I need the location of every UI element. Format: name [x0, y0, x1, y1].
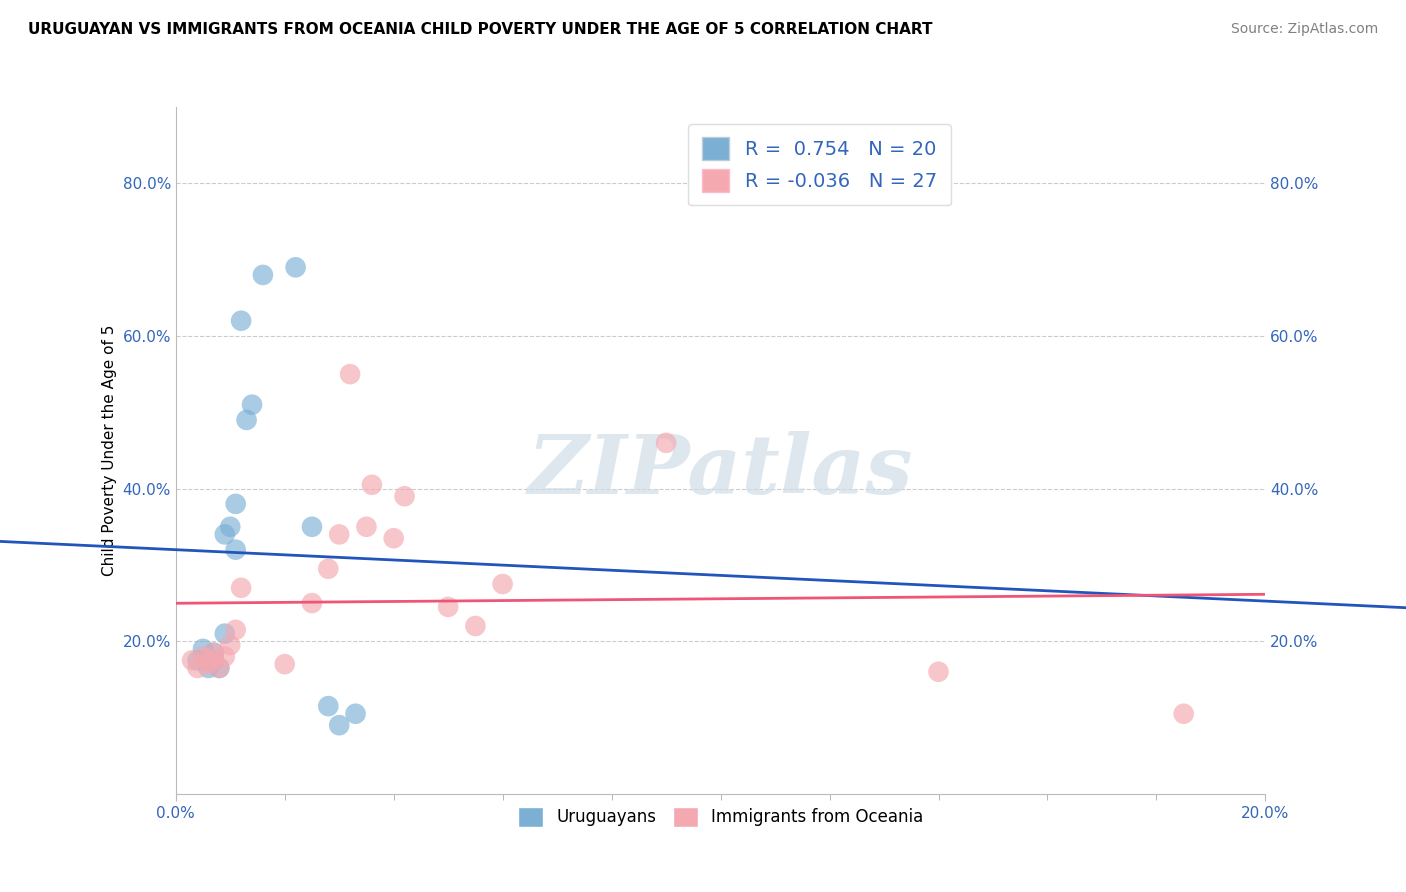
Y-axis label: Child Poverty Under the Age of 5: Child Poverty Under the Age of 5 [101, 325, 117, 576]
Text: Source: ZipAtlas.com: Source: ZipAtlas.com [1230, 22, 1378, 37]
Point [339, 367, 361, 381]
Point [202, 646, 225, 660]
Point [186, 661, 209, 675]
Point [301, 596, 323, 610]
Legend: Uruguayans, Immigrants from Oceania: Uruguayans, Immigrants from Oceania [512, 800, 929, 834]
Point [208, 661, 231, 675]
Point [197, 661, 219, 675]
Point [464, 619, 486, 633]
Point [219, 638, 242, 652]
Text: URUGUAYAN VS IMMIGRANTS FROM OCEANIA CHILD POVERTY UNDER THE AGE OF 5 CORRELATIO: URUGUAYAN VS IMMIGRANTS FROM OCEANIA CHI… [28, 22, 932, 37]
Point [208, 661, 231, 675]
Point [225, 497, 247, 511]
Point [214, 527, 236, 541]
Point [235, 413, 257, 427]
Point [318, 699, 340, 714]
Point [360, 477, 382, 491]
Point [191, 641, 214, 656]
Point [284, 260, 307, 275]
Point [1173, 706, 1195, 721]
Point [191, 649, 214, 664]
Point [328, 718, 350, 732]
Point [197, 657, 219, 672]
Point [181, 653, 204, 667]
Point [225, 623, 247, 637]
Point [318, 562, 340, 576]
Point [186, 653, 209, 667]
Point [202, 653, 225, 667]
Point [219, 520, 242, 534]
Point [202, 653, 225, 667]
Point [225, 542, 247, 557]
Point [382, 531, 405, 545]
Point [437, 599, 460, 614]
Point [655, 435, 678, 450]
Point [274, 657, 297, 672]
Point [356, 520, 378, 534]
Point [214, 649, 236, 664]
Point [202, 646, 225, 660]
Point [928, 665, 950, 679]
Text: ZIPatlas: ZIPatlas [527, 431, 914, 511]
Point [231, 581, 253, 595]
Point [492, 577, 515, 591]
Point [252, 268, 274, 282]
Point [197, 653, 219, 667]
Point [214, 626, 236, 640]
Point [344, 706, 367, 721]
Point [231, 314, 253, 328]
Point [301, 520, 323, 534]
Point [328, 527, 350, 541]
Point [394, 489, 416, 503]
Point [240, 398, 263, 412]
